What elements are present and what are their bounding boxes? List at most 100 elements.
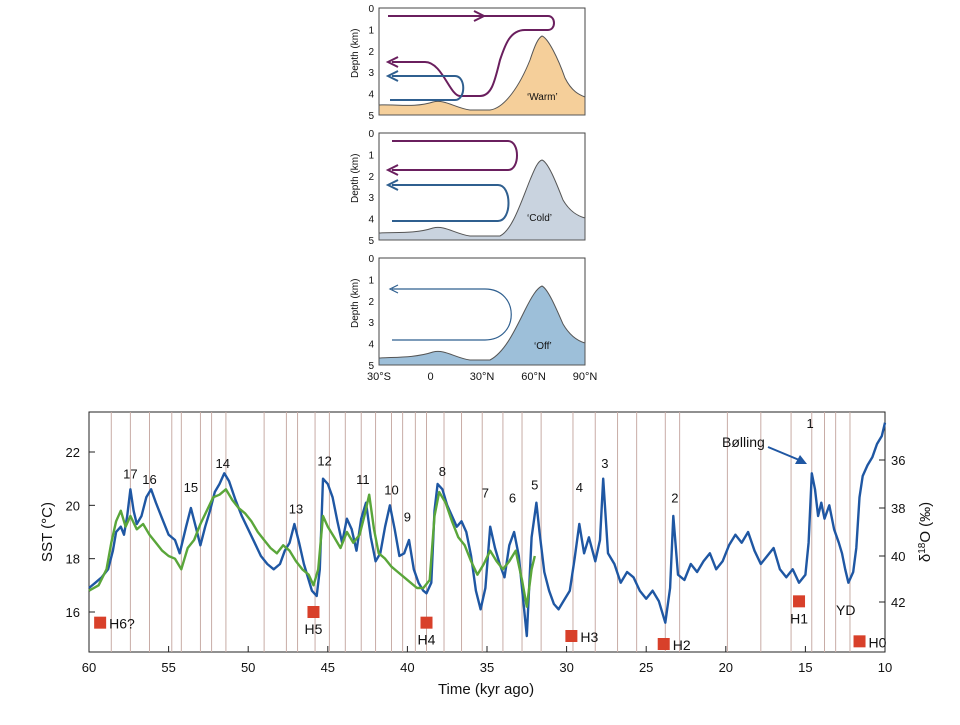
- panel-cold: ‘Cold’: [378, 132, 586, 241]
- panel-warm-label: ‘Warm’: [527, 92, 558, 103]
- x-tick-label: 10: [878, 660, 892, 675]
- depth-tick-label: 1: [368, 25, 374, 36]
- y-tick-label: 20: [66, 498, 80, 513]
- interstadial-label: 8: [439, 464, 446, 479]
- panel-off: ‘Off’: [378, 257, 586, 366]
- heinrich-marker: [793, 595, 806, 608]
- y2-tick-label: 38: [891, 501, 905, 516]
- chart-series: [88, 422, 887, 638]
- interstadial-label: 10: [384, 483, 398, 498]
- y-axis-ticks: 16 18 20 22: [66, 445, 95, 620]
- heinrich-label: H1: [790, 610, 808, 626]
- deep-cell-arrow: [392, 288, 512, 341]
- depth-tick-label: 4: [368, 90, 374, 101]
- y2-axis-label: δ18O (‰): [917, 502, 934, 562]
- depth-tick-label: 4: [368, 215, 374, 226]
- y-tick-label: 22: [66, 445, 80, 460]
- interstadial-label: 5: [531, 477, 538, 492]
- x-tick-label: 30: [559, 660, 573, 675]
- deep-cell-arrow: [392, 184, 510, 222]
- depth-tick-label: 0: [368, 129, 374, 140]
- depth-tick-label: 3: [368, 193, 374, 204]
- depth-tick-label: 2: [368, 297, 374, 308]
- secondary-series-line: [88, 488, 536, 608]
- heinrich-label: H6?: [109, 616, 135, 632]
- latitude-tick-label: 60°N: [521, 371, 546, 383]
- heinrich-marker: [420, 616, 433, 629]
- panel-warm-ylabel: Depth (km): [350, 29, 361, 78]
- deep-cell-arrowhead: [385, 70, 399, 82]
- x-tick-label: 35: [480, 660, 494, 675]
- y-tick-label: 18: [66, 552, 80, 567]
- x-tick-label: 20: [719, 660, 733, 675]
- x-axis-ticks: 60 55 50 45 40 35 30 25 20 15 10: [82, 646, 892, 675]
- y2-tick-label: 40: [891, 549, 905, 564]
- panel-cold-label: ‘Cold’: [527, 213, 552, 224]
- depth-tick-label: 5: [368, 111, 374, 122]
- latitude-tick-label: 30°S: [367, 371, 391, 383]
- interstadial-label: 7: [482, 485, 489, 500]
- interstadial-label: 16: [142, 472, 156, 487]
- heinrich-label: H2: [673, 637, 691, 653]
- upper-cell-arrowhead-east: [473, 10, 487, 22]
- heinrich-label: H5: [305, 621, 323, 637]
- upper-cell-arrow: [388, 15, 555, 97]
- interstadial-label: 12: [317, 453, 331, 468]
- deep-cell-arrowhead: [385, 179, 399, 191]
- heinrich-marker: [94, 616, 107, 629]
- x-tick-label: 55: [161, 660, 175, 675]
- interstadial-label: 4: [576, 480, 583, 495]
- y2-axis-ticks: 36 38 40 42: [879, 453, 905, 610]
- interstadial-label: 9: [404, 509, 411, 524]
- interstadial-label: 14: [215, 456, 229, 471]
- interstadial-label: 3: [601, 456, 608, 471]
- depth-tick-label: 5: [368, 361, 374, 372]
- interstadial-label: 17: [123, 467, 137, 482]
- x-tick-label: 25: [639, 660, 653, 675]
- depth-tick-label: 5: [368, 236, 374, 247]
- depth-tick-label: 4: [368, 340, 374, 351]
- heinrich-label: H3: [580, 629, 598, 645]
- y2-tick-label: 36: [891, 453, 905, 468]
- heinrich-label: H4: [418, 632, 436, 648]
- heinrich-marker: [853, 635, 866, 648]
- interstadial-labels: 17 16 15 14 13 12 11 10 9 8 7 65 4 3 2 1: [123, 416, 814, 524]
- depth-tick-label: 3: [368, 318, 374, 329]
- depth-ticks: 0 1 2 3 4 5 0 1 2 3 4 5 0 1 2 3 4 5: [368, 4, 374, 372]
- circulation-mode-panels: ‘Warm’ ‘Cold’ ‘Off’ Depth (km) Depth (km…: [350, 4, 597, 383]
- latitude-tick-label: 90°N: [573, 371, 598, 383]
- chart-frame: [88, 411, 886, 653]
- heinrich-label: H0: [869, 634, 887, 650]
- latitude-tick-label: 0: [427, 371, 433, 383]
- deep-cell-arrowhead: [388, 284, 399, 294]
- interstadial-label: 15: [184, 480, 198, 495]
- heinrich-marker: [657, 638, 670, 650]
- y2-axis-superscript: 18: [917, 542, 928, 554]
- upper-cell-arrow: [392, 140, 518, 171]
- panel-warm-topography: [378, 35, 586, 116]
- heinrich-events: H6? H5 H4 H3 H2 H1 H0: [94, 595, 887, 653]
- sst-series-line: [88, 422, 887, 638]
- depth-tick-label: 0: [368, 254, 374, 265]
- depth-tick-label: 3: [368, 68, 374, 79]
- depth-tick-label: 2: [368, 172, 374, 183]
- y2-tick-label: 42: [891, 595, 905, 610]
- x-axis-label: Time (kyr ago): [438, 681, 534, 698]
- heinrich-marker: [307, 606, 320, 618]
- interstadial-label: 6: [509, 491, 516, 506]
- x-tick-label: 40: [400, 660, 414, 675]
- upper-cell-arrowhead-west: [385, 164, 399, 176]
- x-tick-label: 45: [321, 660, 335, 675]
- panel-warm: ‘Warm’: [378, 7, 586, 116]
- panel-off-label: ‘Off’: [534, 341, 552, 352]
- depth-tick-label: 1: [368, 275, 374, 286]
- upper-cell-arrowhead-west: [385, 56, 399, 68]
- panel-off-topography: [378, 285, 586, 366]
- depth-tick-label: 1: [368, 150, 374, 161]
- bolling-label: Bølling: [722, 434, 765, 450]
- y-tick-label: 16: [66, 605, 80, 620]
- latitude-tick-label: 30°N: [470, 371, 495, 383]
